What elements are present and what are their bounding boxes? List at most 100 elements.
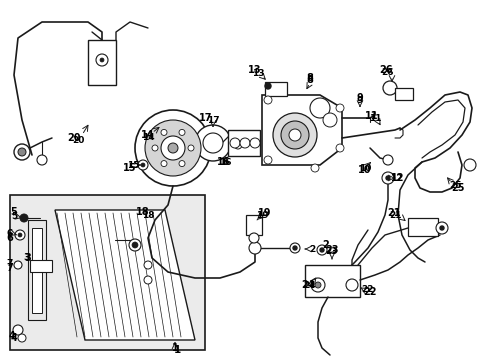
Text: 12: 12 xyxy=(389,174,402,183)
Circle shape xyxy=(145,120,201,176)
Bar xyxy=(264,82,286,96)
Bar xyxy=(227,130,260,156)
Circle shape xyxy=(292,246,296,250)
Text: 14: 14 xyxy=(142,132,154,141)
Circle shape xyxy=(229,138,240,148)
Text: 11: 11 xyxy=(368,113,381,122)
Text: 14: 14 xyxy=(141,130,154,140)
Circle shape xyxy=(382,81,396,95)
Text: 10: 10 xyxy=(358,163,370,172)
Circle shape xyxy=(248,233,259,243)
Bar xyxy=(394,88,412,100)
Text: 19: 19 xyxy=(255,211,268,220)
Circle shape xyxy=(249,138,260,148)
Circle shape xyxy=(385,176,389,180)
Circle shape xyxy=(143,261,152,269)
Circle shape xyxy=(168,143,178,153)
Text: 23: 23 xyxy=(325,245,338,255)
Text: 13: 13 xyxy=(251,68,264,77)
Circle shape xyxy=(187,145,194,151)
Circle shape xyxy=(264,156,271,164)
Polygon shape xyxy=(262,95,341,165)
Bar xyxy=(30,260,52,272)
Bar xyxy=(10,195,204,350)
Circle shape xyxy=(289,243,299,253)
Text: 9: 9 xyxy=(356,95,363,104)
Circle shape xyxy=(20,214,28,222)
Circle shape xyxy=(152,145,158,151)
Circle shape xyxy=(138,160,148,170)
Text: 15: 15 xyxy=(123,163,137,173)
Text: 4: 4 xyxy=(9,330,15,339)
Circle shape xyxy=(323,113,336,127)
Text: 16: 16 xyxy=(217,157,230,167)
Circle shape xyxy=(96,54,108,66)
Text: 19: 19 xyxy=(258,208,271,218)
Polygon shape xyxy=(55,210,195,340)
Text: 1: 1 xyxy=(171,343,178,353)
Circle shape xyxy=(346,279,357,291)
Circle shape xyxy=(272,113,316,157)
Circle shape xyxy=(14,144,30,160)
Text: 6: 6 xyxy=(7,233,13,243)
Text: 23: 23 xyxy=(325,248,338,256)
Text: 8: 8 xyxy=(306,73,313,83)
Circle shape xyxy=(264,96,271,104)
Text: 22: 22 xyxy=(361,285,373,294)
Circle shape xyxy=(281,121,308,149)
Text: 25: 25 xyxy=(448,180,460,189)
Text: 26: 26 xyxy=(381,68,393,77)
Circle shape xyxy=(135,110,210,186)
Text: 3: 3 xyxy=(23,253,29,262)
Text: 11: 11 xyxy=(365,111,378,121)
Text: 12: 12 xyxy=(390,173,404,183)
Circle shape xyxy=(248,242,261,254)
Text: 17: 17 xyxy=(199,113,212,123)
Text: 4: 4 xyxy=(11,333,18,343)
Text: 25: 25 xyxy=(450,183,464,193)
Circle shape xyxy=(37,155,47,165)
Text: 5: 5 xyxy=(11,212,17,220)
Circle shape xyxy=(382,155,392,165)
Circle shape xyxy=(100,58,104,62)
Circle shape xyxy=(18,148,26,156)
Bar xyxy=(28,220,46,320)
Text: 18: 18 xyxy=(142,211,154,220)
Text: 10: 10 xyxy=(358,165,371,175)
Text: 7: 7 xyxy=(7,260,13,269)
Circle shape xyxy=(310,278,325,292)
Circle shape xyxy=(195,125,230,161)
Text: 21: 21 xyxy=(386,208,400,218)
Bar xyxy=(407,218,437,236)
Circle shape xyxy=(161,129,167,135)
Circle shape xyxy=(439,226,443,230)
Bar xyxy=(245,215,262,235)
Text: 3: 3 xyxy=(24,253,31,263)
Circle shape xyxy=(264,83,270,89)
Text: 18: 18 xyxy=(136,207,149,217)
Text: 8: 8 xyxy=(306,75,313,85)
Circle shape xyxy=(240,138,249,148)
Circle shape xyxy=(129,239,141,251)
Circle shape xyxy=(310,164,318,172)
Bar xyxy=(32,228,42,313)
Circle shape xyxy=(314,282,320,288)
Text: 22: 22 xyxy=(363,287,376,297)
Circle shape xyxy=(13,325,23,335)
Text: 20: 20 xyxy=(67,133,81,143)
Circle shape xyxy=(18,334,26,342)
Bar xyxy=(305,265,359,297)
Circle shape xyxy=(141,163,145,167)
Text: 9: 9 xyxy=(356,93,363,103)
Circle shape xyxy=(14,261,22,269)
Circle shape xyxy=(179,129,184,135)
Circle shape xyxy=(18,233,22,237)
Text: 17: 17 xyxy=(206,116,219,125)
Text: 21: 21 xyxy=(388,211,401,220)
Circle shape xyxy=(381,172,393,184)
Circle shape xyxy=(463,159,475,171)
Circle shape xyxy=(234,141,242,149)
Text: 2: 2 xyxy=(322,240,329,250)
Circle shape xyxy=(435,222,447,234)
Circle shape xyxy=(132,242,138,248)
